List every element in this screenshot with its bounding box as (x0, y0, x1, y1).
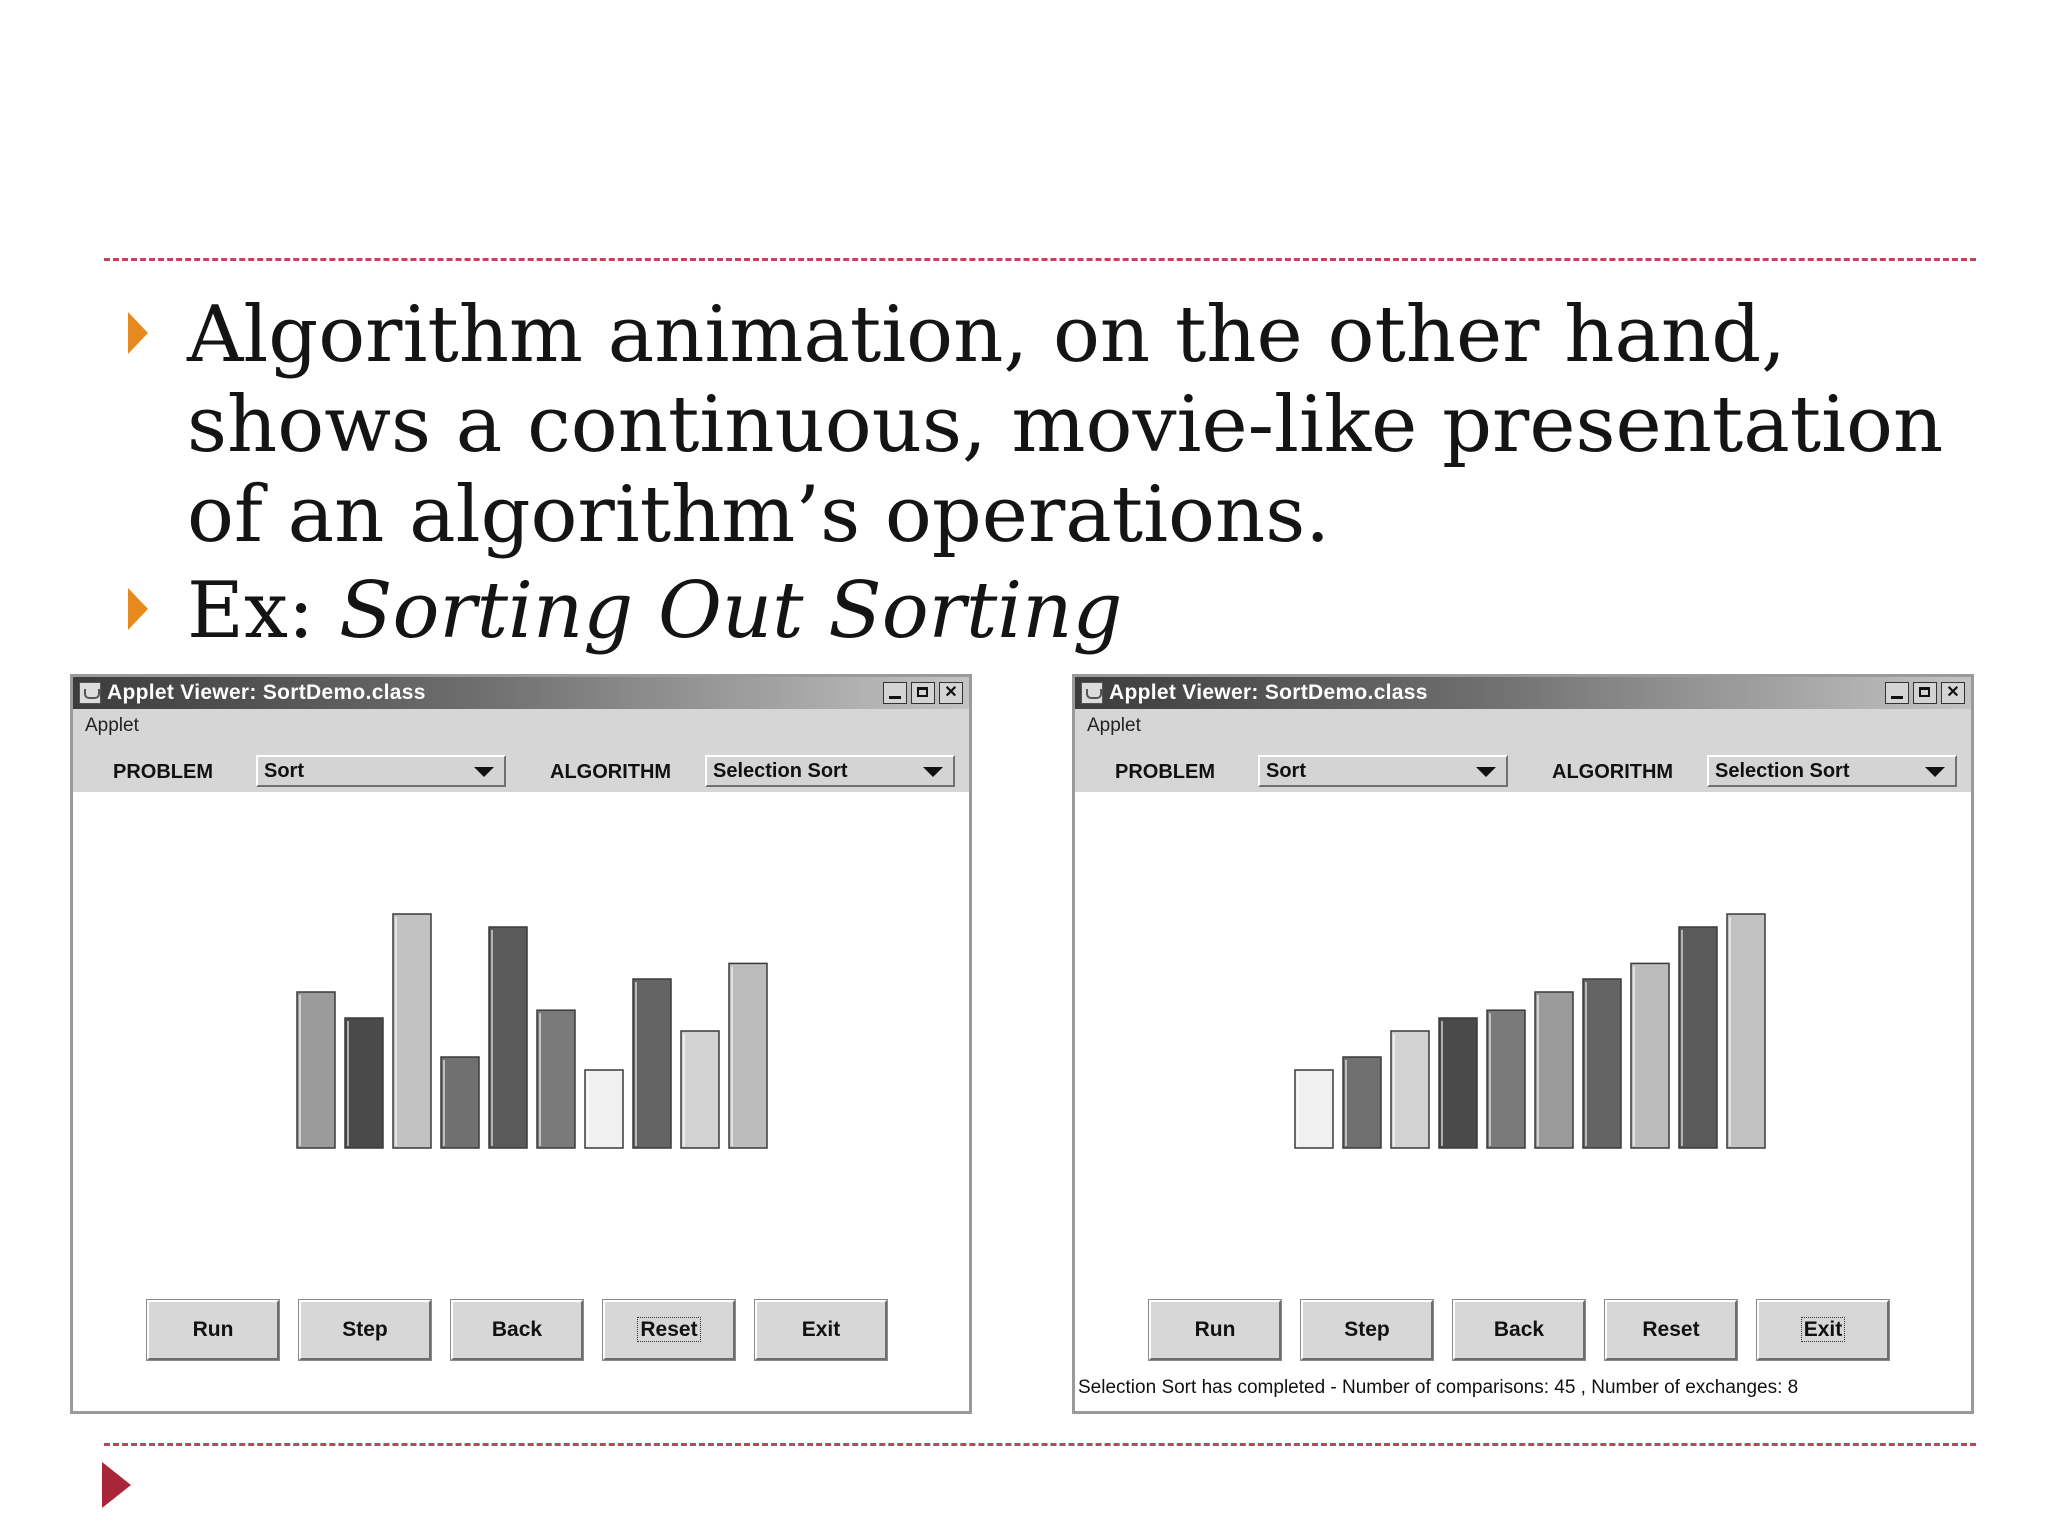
chevron-down-icon (923, 767, 943, 777)
bottom-divider (104, 1443, 1976, 1446)
sort-bar (296, 991, 336, 1149)
problem-select[interactable]: Sort (256, 755, 506, 787)
back-button[interactable]: Back (1452, 1299, 1586, 1361)
problem-value: Sort (1266, 760, 1306, 782)
applet-window-after: Applet Viewer: SortDemo.class ✕ Applet P… (1072, 674, 1974, 1414)
control-bar: PROBLEM Sort ALGORITHM Selection Sort (1075, 742, 1971, 792)
sort-bar (1582, 978, 1622, 1149)
status-text: Selection Sort has completed - Number of… (1078, 1377, 1799, 1398)
bullet-item: Ex: Sorting Out Sorting (128, 566, 1988, 656)
sort-bar (1342, 1056, 1382, 1149)
sort-bar (488, 926, 528, 1149)
sort-bar (680, 1030, 720, 1149)
bullet-text: Algorithm animation, on the other hand, … (187, 290, 1944, 560)
algorithm-label: ALGORITHM (1552, 761, 1674, 783)
minimize-icon[interactable] (1885, 682, 1909, 704)
sort-bar (1726, 913, 1766, 1149)
run-button[interactable]: Run (1148, 1299, 1282, 1361)
sort-bar (1678, 926, 1718, 1149)
java-cup-icon (79, 682, 101, 704)
window-title: Applet Viewer: SortDemo.class (1109, 681, 1428, 704)
maximize-icon[interactable] (1913, 682, 1937, 704)
bullet-arrow-icon (128, 588, 148, 630)
close-icon[interactable]: ✕ (939, 682, 963, 704)
sort-bar (1390, 1030, 1430, 1149)
sort-bar (440, 1056, 480, 1149)
bullet-italic-title: Sorting Out Sorting (339, 566, 1123, 656)
bar-animation (296, 913, 768, 1149)
chevron-down-icon (474, 767, 494, 777)
bullet-arrow-icon (128, 312, 148, 354)
algorithm-label: ALGORITHM (550, 761, 672, 783)
algorithm-select[interactable]: Selection Sort (1707, 755, 1957, 787)
sort-bar (728, 962, 768, 1149)
bullet-list: Algorithm animation, on the other hand, … (128, 290, 1988, 656)
problem-label: PROBLEM (113, 761, 213, 783)
sort-bar (1294, 1069, 1334, 1149)
java-cup-icon (1081, 682, 1103, 704)
sort-bar (344, 1017, 384, 1149)
applet-window-before: Applet Viewer: SortDemo.class ✕ Applet P… (70, 674, 972, 1414)
bullet-item: Algorithm animation, on the other hand, … (128, 290, 1988, 560)
algorithm-value: Selection Sort (713, 760, 848, 782)
problem-select[interactable]: Sort (1258, 755, 1508, 787)
bullet-prefix: Ex: (187, 566, 340, 656)
top-divider (104, 258, 1976, 261)
close-icon[interactable]: ✕ (1941, 682, 1965, 704)
step-button[interactable]: Step (298, 1299, 432, 1361)
sort-bar (632, 978, 672, 1149)
sort-bar (392, 913, 432, 1149)
algorithm-select[interactable]: Selection Sort (705, 755, 955, 787)
step-button[interactable]: Step (1300, 1299, 1434, 1361)
bar-animation (1294, 913, 1766, 1149)
sort-bar (584, 1069, 624, 1149)
sort-bar (1486, 1009, 1526, 1149)
next-slide-arrow-icon[interactable] (102, 1462, 131, 1508)
chevron-down-icon (1476, 767, 1496, 777)
title-bar[interactable]: Applet Viewer: SortDemo.class ✕ (1075, 677, 1971, 709)
menu-applet[interactable]: Applet (1087, 715, 1141, 736)
control-bar: PROBLEM Sort ALGORITHM Selection Sort (73, 742, 969, 792)
window-title: Applet Viewer: SortDemo.class (107, 681, 426, 704)
sort-bar (536, 1009, 576, 1149)
minimize-icon[interactable] (883, 682, 907, 704)
sort-bar (1438, 1017, 1478, 1149)
title-bar[interactable]: Applet Viewer: SortDemo.class ✕ (73, 677, 969, 709)
run-button[interactable]: Run (146, 1299, 280, 1361)
reset-button[interactable]: Reset (1604, 1299, 1738, 1361)
algorithm-value: Selection Sort (1715, 760, 1850, 782)
menu-bar: Applet (73, 709, 969, 742)
chevron-down-icon (1925, 767, 1945, 777)
exit-button[interactable]: Exit (1756, 1299, 1890, 1361)
problem-label: PROBLEM (1115, 761, 1215, 783)
maximize-icon[interactable] (911, 682, 935, 704)
back-button[interactable]: Back (450, 1299, 584, 1361)
reset-button[interactable]: Reset (602, 1299, 736, 1361)
sort-bar (1630, 962, 1670, 1149)
menu-applet[interactable]: Applet (85, 715, 139, 736)
sort-bar (1534, 991, 1574, 1149)
exit-button[interactable]: Exit (754, 1299, 888, 1361)
menu-bar: Applet (1075, 709, 1971, 742)
problem-value: Sort (264, 760, 304, 782)
